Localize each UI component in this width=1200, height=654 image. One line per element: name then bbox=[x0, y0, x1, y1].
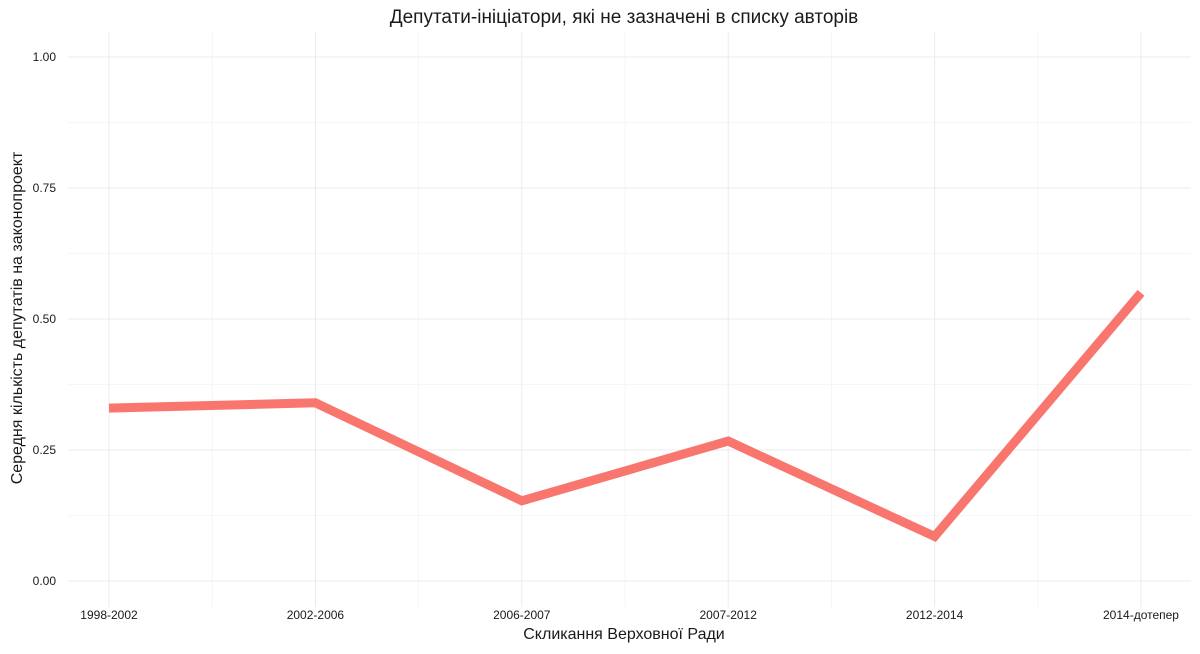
y-tick-label: 0.25 bbox=[33, 443, 57, 457]
x-tick-label: 2007-2012 bbox=[700, 608, 758, 622]
x-axis-ticks: 1998-2002 2002-2006 2006-2007 2007-2012 2012… bbox=[80, 608, 1179, 622]
x-tick-label: 1998-2002 bbox=[80, 608, 138, 622]
chart-title: Депутати-ініціатори, які не зазначені в … bbox=[390, 7, 859, 28]
y-tick-label: 0.50 bbox=[33, 312, 57, 326]
x-tick-label: 2002-2006 bbox=[287, 608, 345, 622]
grid-layer bbox=[68, 32, 1191, 607]
y-tick-label: 1.00 bbox=[33, 50, 57, 64]
y-tick-label: 0.00 bbox=[33, 574, 57, 588]
x-tick-label: 2014-дотепер bbox=[1103, 608, 1179, 622]
y-axis-title: Середня кількість депутатів на законопро… bbox=[9, 151, 26, 484]
x-tick-label: 2006-2007 bbox=[493, 608, 551, 622]
series-line bbox=[108, 289, 1145, 543]
x-tick-label: 2012-2014 bbox=[906, 608, 964, 622]
y-axis-ticks: 0.00 0.25 0.50 0.75 1.00 bbox=[33, 50, 57, 588]
x-axis-title: Скликання Верховної Ради bbox=[523, 626, 724, 643]
series-layer bbox=[108, 289, 1145, 543]
y-tick-label: 0.75 bbox=[33, 181, 57, 195]
